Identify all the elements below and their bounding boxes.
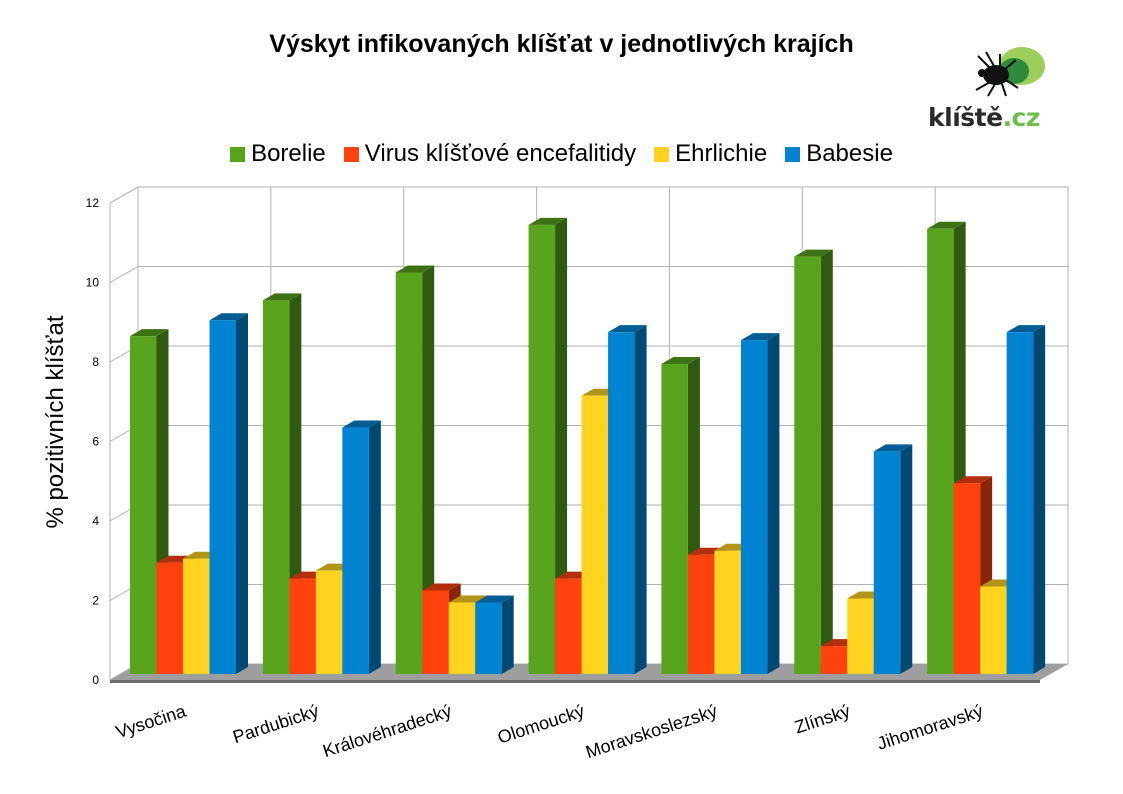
bar-top [661, 356, 700, 364]
bar [555, 578, 582, 674]
bar [927, 228, 954, 675]
x-tick-label: Moravskoslezský [583, 701, 720, 762]
bar [847, 598, 874, 674]
bar-top [342, 420, 381, 428]
bar-top [262, 293, 302, 301]
bar [475, 602, 502, 674]
bar [581, 395, 609, 674]
bar-top [395, 265, 435, 273]
bar-top [448, 595, 488, 603]
legend-swatch [230, 146, 246, 162]
x-tick-label: Olomoucký [495, 701, 587, 748]
bar-side [368, 420, 381, 674]
bar [209, 320, 236, 674]
bar-side [767, 333, 780, 674]
bar [262, 300, 290, 674]
legend-item: Babesie [785, 140, 893, 168]
x-tick-label: Pardubický [230, 701, 321, 748]
bar [422, 590, 449, 674]
y-tick-label: 8 [92, 355, 99, 369]
x-tick-label: Vysočina [113, 700, 189, 742]
bar [395, 272, 423, 674]
bar [528, 224, 556, 674]
y-tick-label: 0 [92, 673, 99, 687]
bar-side [422, 265, 435, 674]
bar [687, 554, 715, 674]
bar [873, 451, 901, 674]
legend-item: Ehrlichie [654, 140, 767, 168]
legend-swatch [654, 146, 670, 162]
bar-side [236, 313, 248, 674]
floor-edge [110, 680, 1040, 683]
y-tick-label: 10 [86, 276, 100, 290]
legend: Borelie Virus klíšťové encefalitidy Ehrlic… [0, 140, 1123, 168]
bar-top [1006, 325, 1046, 333]
logo [975, 47, 1045, 97]
bar-side [555, 217, 568, 674]
bar-top [608, 325, 647, 333]
bar [448, 602, 476, 674]
bar-top [953, 476, 993, 484]
bar-top [740, 333, 780, 341]
bar-side [634, 325, 647, 674]
bar [953, 483, 981, 674]
bar [183, 558, 210, 674]
bar [794, 256, 821, 674]
legend-label: Babesie [806, 140, 893, 167]
bar [820, 646, 848, 674]
logo-text-suffix: .cz [1002, 103, 1041, 132]
legend-item: Borelie [230, 140, 326, 168]
bar-top [209, 313, 248, 321]
bar [661, 363, 688, 674]
bar [714, 550, 741, 674]
bar-side [900, 444, 913, 674]
bar [1006, 332, 1034, 674]
bar [740, 340, 768, 674]
y-tick-label: 2 [92, 594, 99, 608]
x-tick-label: Zlínský [792, 701, 852, 738]
bar [608, 332, 635, 674]
chart-title: Výskyt infikovaných klíšťat v jednotlivý… [269, 30, 854, 58]
bar [315, 570, 343, 674]
x-tick-label: Královéhradecký [320, 701, 454, 761]
bar [130, 336, 157, 674]
bar-side [1033, 325, 1046, 674]
x-tick-label: Jihomoravský [875, 701, 986, 754]
y-tick-label: 6 [92, 435, 99, 449]
bar [289, 578, 316, 674]
bar-top [422, 583, 461, 591]
legend-label: Ehrlichie [675, 140, 768, 167]
legend-label: Borelie [251, 140, 326, 167]
bar-top [873, 444, 913, 452]
bar [342, 427, 369, 674]
y-tick-label: 12 [86, 196, 100, 210]
y-axis-label: % pozitivních klíšťat [42, 315, 69, 528]
bar-top [794, 249, 833, 257]
tick-icon [975, 47, 1045, 97]
logo-text: klíště.cz [928, 103, 1040, 132]
bar-top [927, 221, 966, 229]
gridline-side [109, 186, 139, 204]
legend-item: Virus klíšťové encefalitidy [343, 140, 637, 168]
legend-swatch [785, 146, 801, 162]
bar-side [501, 595, 514, 674]
y-tick-label: 4 [92, 514, 99, 528]
logo-text-main: klíště [928, 103, 1003, 132]
bar [980, 586, 1007, 674]
bar-side [820, 249, 833, 674]
bar-top [130, 329, 169, 337]
bar [156, 562, 183, 674]
bar-top [475, 595, 514, 603]
legend-swatch [343, 146, 359, 162]
legend-label: Virus klíšťové encefalitidy [364, 140, 637, 167]
gridline-side [109, 266, 139, 283]
bar-top [528, 217, 568, 225]
